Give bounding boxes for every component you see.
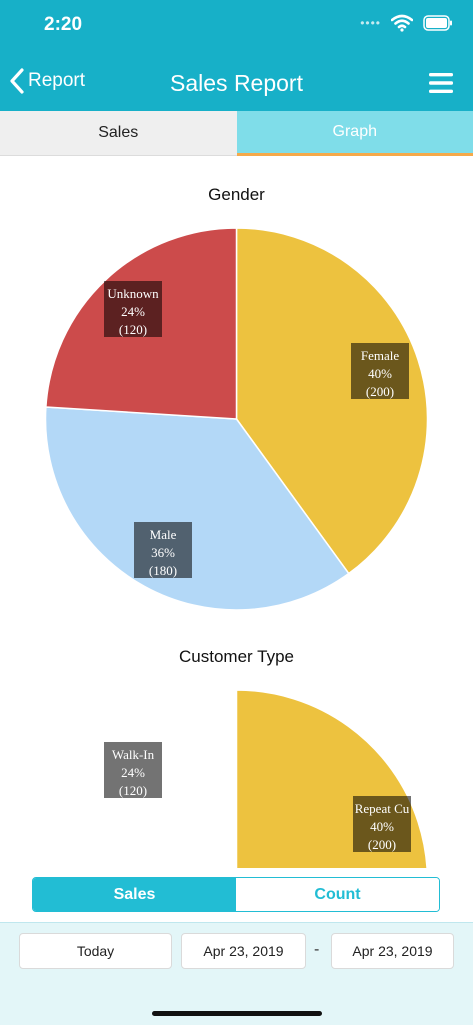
start-date-button[interactable]: Apr 23, 2019 bbox=[181, 933, 306, 969]
signal-icon: •••• bbox=[360, 16, 381, 30]
date-separator: - bbox=[314, 941, 319, 959]
status-icons: •••• bbox=[360, 14, 453, 32]
data-label-female: Female 40% (200) bbox=[351, 343, 409, 399]
slice-percent: 36% bbox=[151, 545, 175, 560]
slice-value: (120) bbox=[119, 783, 147, 798]
data-label-repeat-cu: Repeat Cu 40% (200) bbox=[353, 796, 411, 852]
slice-label: Unknown bbox=[107, 286, 159, 301]
sales-count-toggle: Sales Count bbox=[32, 877, 440, 912]
toggle-sales-button[interactable]: Sales bbox=[33, 878, 236, 911]
page-title: Sales Report bbox=[0, 70, 473, 97]
slice-value: (120) bbox=[119, 322, 147, 337]
toggle-count-button[interactable]: Count bbox=[236, 878, 439, 911]
slice-percent: 40% bbox=[368, 366, 392, 381]
slice-label: Repeat Cu bbox=[355, 801, 410, 816]
gender-pie-chart: Female 40% (200) Male 36% (180) Unknown 24% (120… bbox=[0, 210, 473, 630]
slice-value: (200) bbox=[368, 837, 396, 852]
today-button[interactable]: Today bbox=[19, 933, 172, 969]
slice-percent: 40% bbox=[370, 819, 394, 834]
data-label-male: Male 36% (180) bbox=[134, 522, 192, 578]
tab-graph[interactable]: Graph bbox=[237, 111, 473, 156]
app-header: 2:20 •••• Report Sales Report bbox=[0, 0, 473, 111]
home-indicator bbox=[152, 1011, 322, 1016]
data-label-walk-in: Walk-In 24% (120) bbox=[104, 742, 162, 798]
slice-value: (200) bbox=[366, 384, 394, 399]
tab-sales[interactable]: Sales bbox=[0, 111, 237, 156]
customer-type-pie-chart: Repeat Cu 40% (200) Walk-In 24% (120) bbox=[0, 672, 473, 868]
slice-label: Female bbox=[361, 348, 399, 363]
slice-value: (180) bbox=[149, 563, 177, 578]
hamburger-menu-icon[interactable] bbox=[429, 72, 453, 94]
status-time: 2:20 bbox=[44, 14, 82, 36]
slice-percent: 24% bbox=[121, 304, 145, 319]
end-date-button[interactable]: Apr 23, 2019 bbox=[331, 933, 454, 969]
slice-percent: 24% bbox=[121, 765, 145, 780]
slice-label: Walk-In bbox=[112, 747, 155, 762]
wifi-icon bbox=[391, 14, 413, 32]
data-label-unknown: Unknown 24% (120) bbox=[104, 281, 162, 337]
slice-label: Male bbox=[150, 527, 177, 542]
date-filter-bar: Today Apr 23, 2019 - Apr 23, 2019 bbox=[0, 922, 473, 1025]
customer-type-chart-title: Customer Type bbox=[0, 647, 473, 667]
battery-icon bbox=[423, 15, 453, 31]
tab-bar: Sales Graph bbox=[0, 111, 473, 156]
gender-chart-title: Gender bbox=[0, 185, 473, 205]
